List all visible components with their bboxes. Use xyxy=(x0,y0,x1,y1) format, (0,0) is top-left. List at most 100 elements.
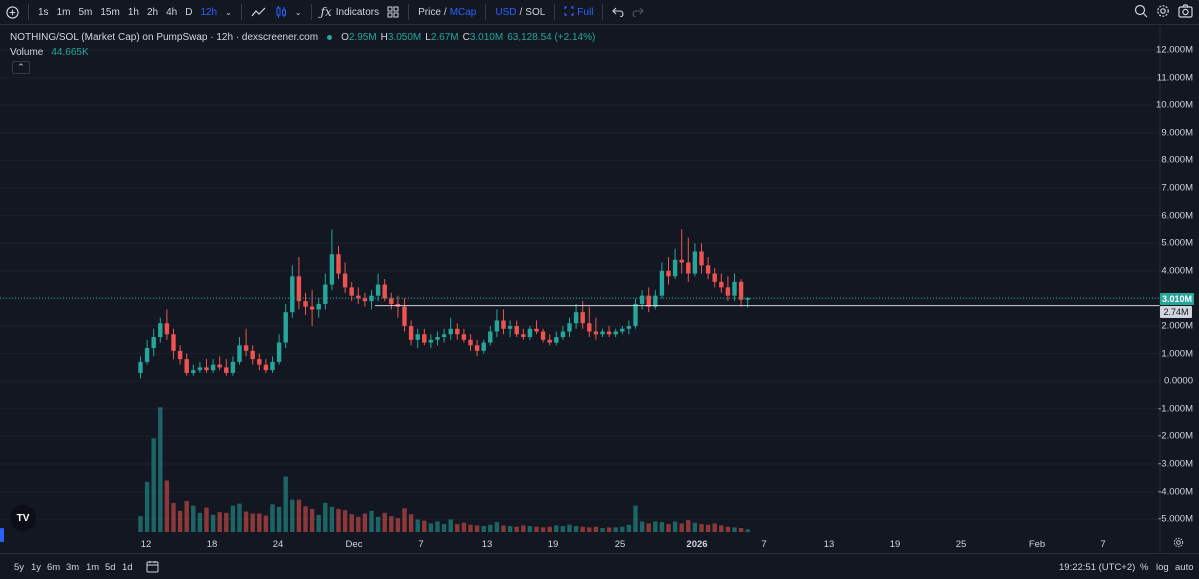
volume-bar xyxy=(725,526,731,532)
candle-body xyxy=(646,295,651,307)
candle-body xyxy=(323,284,328,304)
full-button[interactable]: Full xyxy=(560,0,597,24)
date-range-icon[interactable] xyxy=(146,560,159,576)
y-tick-label: -2.000M xyxy=(1158,430,1193,442)
candle-body xyxy=(534,328,539,332)
volume-bar xyxy=(356,516,361,532)
range-3m[interactable]: 3m xyxy=(66,562,80,573)
status-dot-icon xyxy=(327,35,333,40)
axis-settings-icon[interactable] xyxy=(1173,537,1184,551)
y-tick-label: 12.000M xyxy=(1156,44,1193,56)
volume-bar xyxy=(422,520,427,532)
candle-body xyxy=(237,345,242,362)
candle-body xyxy=(270,361,275,371)
add-symbol-icon[interactable] xyxy=(0,0,23,24)
range-1d[interactable]: 1d xyxy=(122,562,133,573)
candle-body xyxy=(177,350,183,360)
x-tick-label: 19 xyxy=(889,539,901,550)
volume-bar xyxy=(474,525,480,532)
symbol-title[interactable]: NOTHING/SOL (Market Cap) on PumpSwap · 1… xyxy=(10,32,319,43)
range-1y[interactable]: 1y xyxy=(31,562,42,573)
candles-icon[interactable] xyxy=(271,0,291,24)
percent-toggle[interactable]: % xyxy=(1140,562,1149,573)
volume-bar xyxy=(191,505,196,532)
tradingview-logo[interactable]: TV xyxy=(10,505,36,531)
volume-bar xyxy=(389,516,394,532)
interval-12h[interactable]: 12h xyxy=(200,6,218,18)
y-tick-label: 9.000M xyxy=(1161,127,1193,139)
divider xyxy=(310,4,312,20)
candle-body xyxy=(375,284,381,296)
candle-body xyxy=(243,345,249,351)
volume-bar xyxy=(547,526,552,532)
range-1m[interactable]: 1m xyxy=(86,562,100,573)
line-chart-icon[interactable] xyxy=(247,0,271,24)
volume-bar xyxy=(342,510,348,532)
volume-label: Volume xyxy=(10,47,44,58)
candle-body xyxy=(725,287,731,296)
price-axis[interactable]: 12.000M 11.000M 10.000M 9.000M 8.000M 7.000M 6… xyxy=(1156,26,1199,556)
interval-2h[interactable]: 2h xyxy=(146,6,159,18)
volume-bar xyxy=(705,524,711,532)
volume-bar xyxy=(408,514,414,532)
auto-toggle[interactable]: auto xyxy=(1175,562,1194,573)
clock-time[interactable]: 19:22:51 (UTC+2) xyxy=(1059,562,1136,573)
collapse-legend-button[interactable]: ⌃ xyxy=(12,61,30,74)
volume-bar xyxy=(395,518,401,532)
search-icon[interactable] xyxy=(1134,4,1148,21)
candle-body xyxy=(158,323,163,338)
candle-body xyxy=(316,303,321,310)
volume-bar xyxy=(554,525,559,532)
volume-bar xyxy=(527,526,533,532)
undo-icon[interactable] xyxy=(608,0,628,24)
interval-4h[interactable]: 4h xyxy=(166,6,178,18)
candle-body xyxy=(613,331,618,335)
left-edge-handle[interactable] xyxy=(0,528,4,542)
range-5y[interactable]: 5y xyxy=(14,562,25,573)
range-5d[interactable]: 5d xyxy=(105,562,116,573)
volume-bar xyxy=(309,508,315,532)
volume-bar xyxy=(455,524,460,532)
time-axis[interactable]: 12 18 24 Dec 7 13 19 25 2026 7 13 19 25 Feb 7 xyxy=(0,533,1160,553)
candle-series xyxy=(138,229,750,379)
interval-5m[interactable]: 5m xyxy=(78,6,93,18)
interval-1h[interactable]: 1h xyxy=(127,6,139,18)
redo-icon[interactable] xyxy=(628,0,648,24)
volume-bar xyxy=(745,529,750,532)
right-tools xyxy=(1134,4,1193,21)
volume-bar xyxy=(686,520,691,532)
log-toggle[interactable]: log xyxy=(1156,562,1169,573)
candle-body xyxy=(653,295,658,307)
camera-icon[interactable] xyxy=(1178,4,1193,21)
x-tick-label: 18 xyxy=(206,539,218,550)
volume-bar xyxy=(177,510,183,532)
chevron-down-icon[interactable]: ⌄ xyxy=(225,7,232,17)
gear-icon[interactable] xyxy=(1156,4,1170,21)
chevron-down-icon[interactable]: ⌄ xyxy=(294,7,302,17)
volume-bar xyxy=(296,499,302,532)
volume-bar xyxy=(672,521,678,532)
volume-bar xyxy=(481,526,486,532)
interval-1m[interactable]: 1m xyxy=(56,6,71,18)
price-mcap-toggle[interactable]: Price / MCap xyxy=(414,0,480,24)
currency-toggle[interactable]: USD / SOL xyxy=(491,0,549,24)
range-6m[interactable]: 6m xyxy=(47,562,61,573)
candle-body xyxy=(593,331,599,335)
candle-body xyxy=(184,359,189,373)
interval-1s[interactable]: 1s xyxy=(38,6,49,18)
layout-grid-icon[interactable] xyxy=(383,0,403,24)
divider xyxy=(602,4,604,20)
volume-bar xyxy=(158,407,163,532)
volume-bar xyxy=(659,522,665,532)
candle-body xyxy=(732,281,737,296)
interval-d[interactable]: D xyxy=(185,6,193,18)
volume-bar xyxy=(336,508,341,532)
volume-bar xyxy=(263,515,269,532)
candle-body xyxy=(626,326,632,329)
indicators-icon: ƒx xyxy=(320,5,332,19)
candle-body xyxy=(745,298,750,300)
interval-15m[interactable]: 15m xyxy=(100,6,120,18)
candle-body xyxy=(428,339,434,343)
indicators-button[interactable]: ƒx Indicators xyxy=(317,0,384,24)
